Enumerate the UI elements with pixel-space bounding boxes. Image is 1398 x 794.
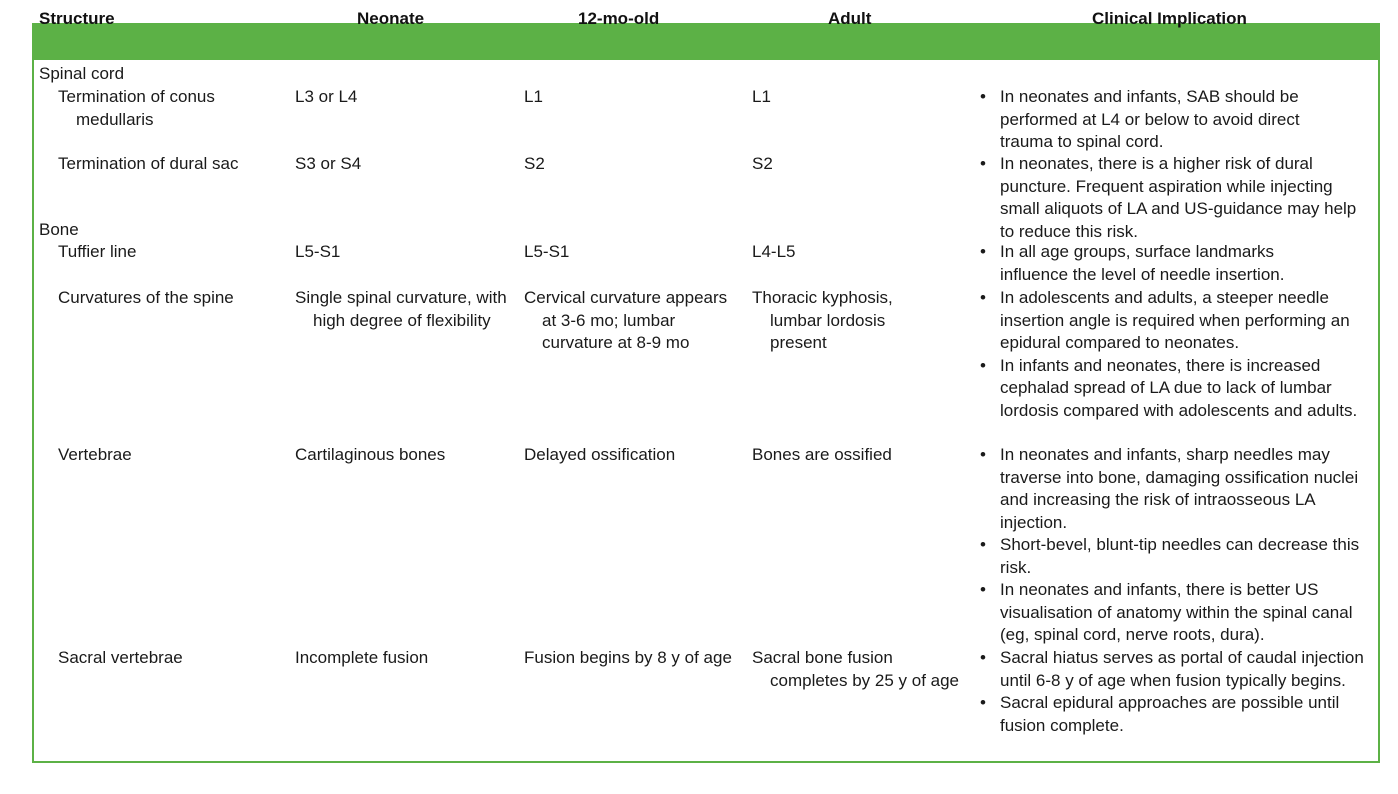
list-item: In adolescents and adults, a steeper nee… <box>980 287 1370 355</box>
row-conus-12mo: L1 <box>524 87 543 106</box>
list-item: In neonates and infants, sharp needles m… <box>980 444 1375 534</box>
row-conus-implications: In neonates and infants, SAB should be p… <box>980 86 1350 154</box>
row-vertebrae-structure: Vertebrae <box>58 445 132 464</box>
row-curvatures-adult: Thoracic kyphosis, lumbar lordosis prese… <box>752 288 893 352</box>
row-tuffier-12mo: L5-S1 <box>524 242 570 261</box>
header-adult: Adult <box>828 9 872 28</box>
row-tuffier-implications: In all age groups, surface landmarks inf… <box>980 241 1340 286</box>
row-tuffier-structure: Tuffier line <box>58 242 137 261</box>
row-vertebrae-implications: In neonates and infants, sharp needles m… <box>980 444 1375 647</box>
list-item: In all age groups, surface landmarks inf… <box>980 241 1340 286</box>
row-curvatures-neonate: Single spinal curvature, with high degre… <box>295 288 507 330</box>
row-conus-adult: L1 <box>752 87 771 106</box>
list-item: Sacral hiatus serves as portal of caudal… <box>980 647 1375 692</box>
row-vertebrae-adult: Bones are ossified <box>752 445 892 464</box>
row-dural-neonate: S3 or S4 <box>295 154 362 173</box>
list-item: In neonates and infants, SAB should be p… <box>980 86 1350 154</box>
list-item: In neonates and infants, there is better… <box>980 579 1375 647</box>
row-curvatures-structure: Curvatures of the spine <box>58 288 234 307</box>
row-curvatures-implications: In adolescents and adults, a steeper nee… <box>980 287 1370 422</box>
header-structure: Structure <box>39 9 115 28</box>
row-vertebrae-12mo: Delayed ossification <box>524 445 676 464</box>
section-bone: Bone <box>39 220 79 239</box>
table-frame <box>32 23 1380 763</box>
list-item: In neonates, there is a higher risk of d… <box>980 153 1370 243</box>
row-sacral-neonate: Incomplete fusion <box>295 648 429 667</box>
list-item: Short-bevel, blunt-tip needles can decre… <box>980 534 1375 579</box>
row-conus-neonate: L3 or L4 <box>295 87 358 106</box>
list-item: In infants and neonates, there is increa… <box>980 355 1370 423</box>
table-header <box>32 23 1380 60</box>
row-tuffier-neonate: L5-S1 <box>295 242 341 261</box>
header-clinical-implication: Clinical Implication <box>1092 9 1247 28</box>
row-vertebrae-neonate: Cartilaginous bones <box>295 445 446 464</box>
header-neonate: Neonate <box>357 9 425 28</box>
row-sacral-adult: Sacral bone fusion completes by 25 y of … <box>752 648 960 690</box>
row-sacral-structure: Sacral vertebrae <box>58 648 183 667</box>
header-12-mo-old: 12-mo-old <box>578 9 660 28</box>
section-spinal-cord: Spinal cord <box>39 64 125 83</box>
row-dural-implications: In neonates, there is a higher risk of d… <box>980 153 1370 243</box>
list-item: Sacral epidural approaches are possible … <box>980 692 1375 737</box>
row-tuffier-adult: L4-L5 <box>752 242 796 261</box>
row-dural-structure: Termination of dural sac <box>58 154 239 173</box>
row-dural-adult: S2 <box>752 154 773 173</box>
row-sacral-12mo: Fusion begins by 8 y of age <box>524 648 732 667</box>
row-conus-structure: Termination of conus medullaris <box>58 87 215 129</box>
row-sacral-implications: Sacral hiatus serves as portal of caudal… <box>980 647 1375 737</box>
row-curvatures-12mo: Cervical curvature appears at 3-6 mo; lu… <box>524 288 728 352</box>
row-dural-12mo: S2 <box>524 154 545 173</box>
